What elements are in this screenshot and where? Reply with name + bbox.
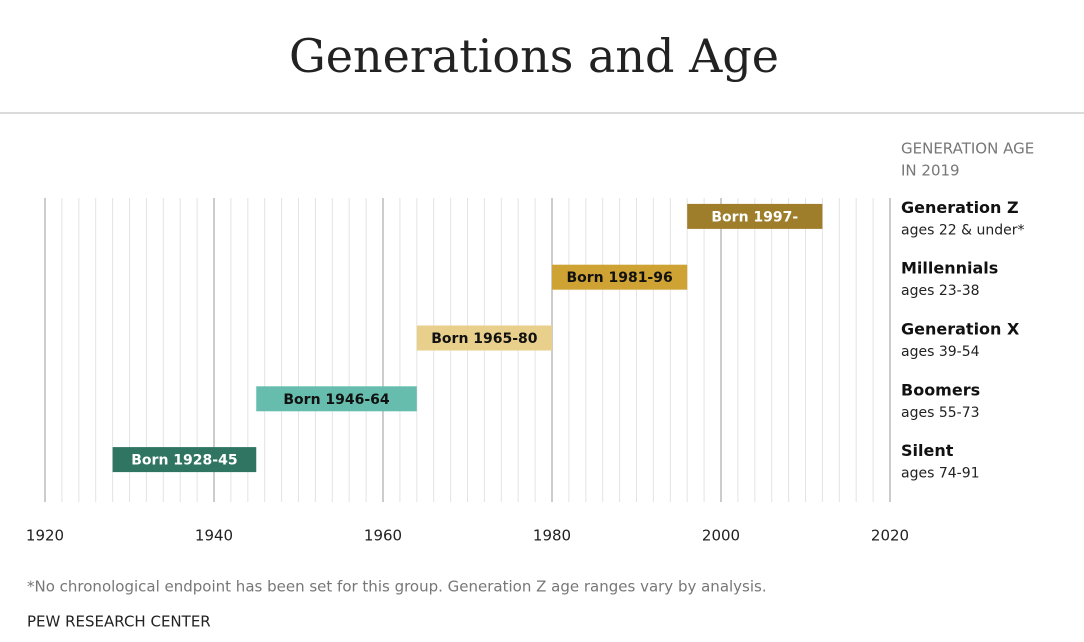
chart-title: Generations and Age xyxy=(289,29,779,83)
bar xyxy=(256,386,417,412)
row-ages: ages 55-73 xyxy=(901,405,980,421)
bar xyxy=(687,203,823,229)
bar xyxy=(416,325,552,351)
footnote: *No chronological endpoint has been set … xyxy=(27,578,767,596)
row-name: Millennials xyxy=(901,259,998,278)
x-tick-label: 1940 xyxy=(195,527,233,545)
row-name: Boomers xyxy=(901,380,980,399)
source: PEW RESEARCH CENTER xyxy=(27,613,211,631)
row-ages: ages 22 & under* xyxy=(901,222,1024,238)
row-ages: ages 39-54 xyxy=(901,344,980,360)
x-tick-label: 1960 xyxy=(364,527,402,545)
x-tick-label: 1980 xyxy=(533,527,571,545)
x-tick-label: 2000 xyxy=(702,527,740,545)
row-ages: ages 74-91 xyxy=(901,466,980,482)
row-name: Generation Z xyxy=(901,198,1019,217)
bar-label: Born 1946-64 xyxy=(283,392,390,408)
bar-label: Born 1997- xyxy=(711,209,798,225)
x-tick-label: 1920 xyxy=(26,527,64,545)
bar xyxy=(112,447,257,473)
bar-label: Born 1965-80 xyxy=(431,331,538,347)
row-name: Silent xyxy=(901,441,954,460)
right-header: GENERATION AGE xyxy=(901,140,1034,158)
row-ages: ages 23-38 xyxy=(901,283,980,299)
right-header: IN 2019 xyxy=(901,162,960,180)
bar-label: Born 1981-96 xyxy=(566,270,672,286)
x-tick-label: 2020 xyxy=(871,527,909,545)
bar xyxy=(552,264,688,290)
row-name: Generation X xyxy=(901,320,1020,339)
bar-label: Born 1928-45 xyxy=(131,453,237,469)
